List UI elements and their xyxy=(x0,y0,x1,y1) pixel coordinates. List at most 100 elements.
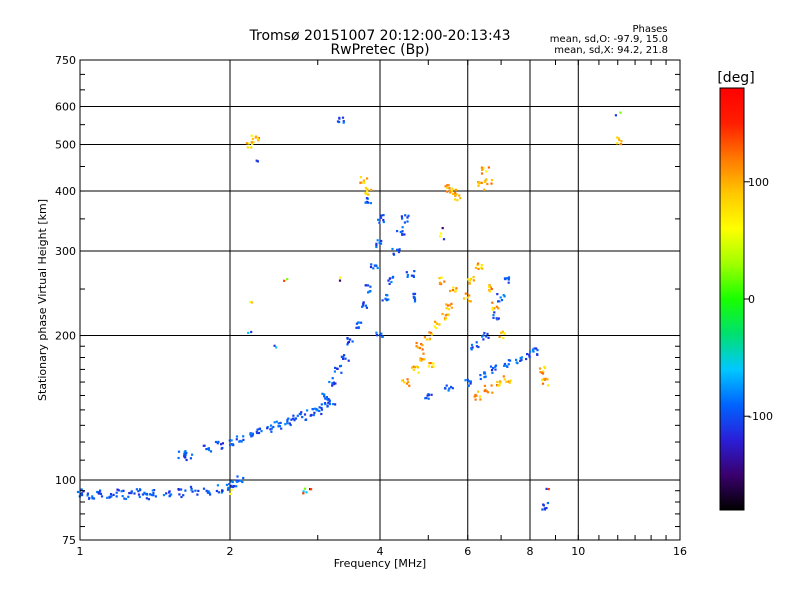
data-point xyxy=(137,490,140,493)
y-tick-label: 100 xyxy=(55,474,76,487)
data-point xyxy=(413,366,416,369)
data-point xyxy=(620,140,623,143)
data-point xyxy=(477,184,480,187)
data-point xyxy=(515,358,518,361)
data-point xyxy=(450,385,453,389)
data-point xyxy=(467,384,470,388)
data-point xyxy=(100,495,104,498)
data-point xyxy=(357,326,360,330)
data-point xyxy=(205,448,208,451)
data-point xyxy=(320,408,324,411)
data-point xyxy=(338,120,341,124)
data-point xyxy=(152,492,155,495)
data-point xyxy=(491,301,494,304)
data-point xyxy=(507,359,510,362)
data-point xyxy=(432,365,435,368)
data-point xyxy=(448,189,451,192)
data-point xyxy=(151,489,154,492)
data-point xyxy=(177,488,180,491)
data-point xyxy=(404,214,407,217)
data-point xyxy=(497,384,500,387)
data-point xyxy=(425,338,428,341)
data-point xyxy=(168,491,171,494)
data-point xyxy=(185,451,188,454)
data-point xyxy=(339,364,343,367)
data-point xyxy=(364,284,367,287)
data-point xyxy=(202,444,205,447)
data-point xyxy=(475,341,478,344)
data-point xyxy=(406,378,409,381)
data-point xyxy=(417,371,420,374)
data-point xyxy=(98,491,101,494)
data-point xyxy=(502,337,505,340)
data-point xyxy=(377,218,380,221)
data-point xyxy=(275,420,278,423)
data-point xyxy=(332,403,335,406)
data-point xyxy=(542,378,545,381)
data-point xyxy=(367,201,370,204)
data-point xyxy=(499,296,502,299)
data-point xyxy=(279,421,282,424)
colorbar-ticks: 100 0 -100 xyxy=(744,176,773,423)
data-point xyxy=(543,365,546,368)
data-point xyxy=(334,366,337,369)
data-point xyxy=(147,498,150,501)
data-point xyxy=(260,430,263,433)
data-point xyxy=(207,491,210,494)
y-tick-label: 400 xyxy=(55,185,76,198)
data-point xyxy=(380,239,383,243)
data-point xyxy=(256,431,259,435)
data-point xyxy=(619,111,622,114)
data-point xyxy=(191,453,194,456)
data-point xyxy=(355,322,358,325)
data-point xyxy=(468,282,471,285)
data-point xyxy=(487,166,490,169)
data-point xyxy=(230,480,233,483)
data-point xyxy=(492,314,495,317)
data-point xyxy=(250,301,253,304)
data-point xyxy=(494,364,498,367)
data-point xyxy=(80,488,83,491)
data-point xyxy=(384,297,387,300)
data-point xyxy=(541,379,544,382)
data-point xyxy=(503,295,506,298)
data-point xyxy=(306,409,309,412)
data-point xyxy=(471,346,474,349)
data-point xyxy=(364,304,367,307)
data-point xyxy=(485,335,488,338)
data-point xyxy=(543,378,546,381)
data-point xyxy=(304,418,307,421)
data-point xyxy=(519,359,522,362)
data-point xyxy=(152,494,155,497)
data-point xyxy=(497,300,500,303)
data-point xyxy=(401,379,404,382)
data-point xyxy=(311,408,314,411)
data-point xyxy=(235,435,239,438)
data-point xyxy=(450,302,453,305)
data-point xyxy=(498,300,501,303)
data-point xyxy=(382,218,385,222)
data-point xyxy=(342,121,345,124)
data-point xyxy=(427,393,430,396)
data-point xyxy=(365,306,368,309)
data-point xyxy=(258,427,262,430)
data-point xyxy=(250,330,253,334)
data-point xyxy=(289,423,292,427)
data-point xyxy=(346,337,349,340)
data-point xyxy=(323,395,326,398)
data-point xyxy=(486,332,489,335)
data-point xyxy=(469,380,472,383)
data-point xyxy=(441,227,444,230)
data-point xyxy=(486,182,489,186)
data-point xyxy=(547,384,550,387)
data-point xyxy=(347,359,350,362)
data-point xyxy=(238,440,241,443)
data-point xyxy=(406,273,409,277)
data-point xyxy=(483,371,486,374)
data-point xyxy=(433,325,436,328)
data-point xyxy=(145,497,148,500)
phase-stats-heading: Phases xyxy=(632,24,667,35)
data-point xyxy=(196,493,199,496)
data-point xyxy=(477,262,480,265)
